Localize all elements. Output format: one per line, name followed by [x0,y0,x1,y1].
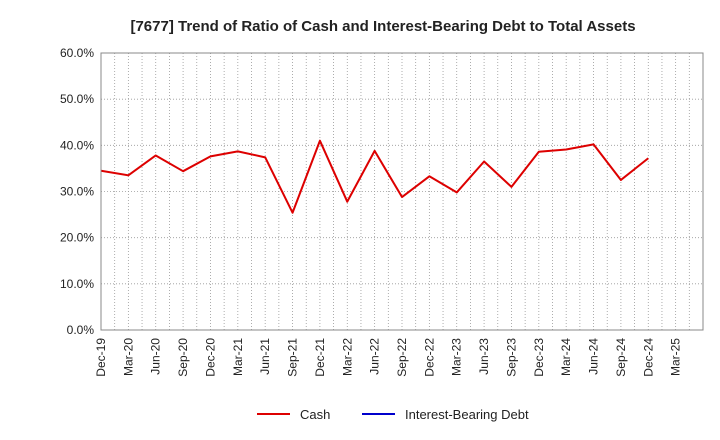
x-tick-label: Jun-24 [587,338,601,375]
x-tick-label: Sep-24 [614,338,628,377]
series-lines [100,139,649,214]
plot-area [100,52,704,331]
x-tick-label: Mar-22 [340,338,354,376]
x-tick-label: Mar-24 [559,338,573,376]
x-tick-label: Jun-22 [368,338,382,375]
x-tick-label: Jun-21 [258,338,272,375]
x-tick-label: Jun-23 [477,338,491,375]
x-tick-label: Dec-19 [94,338,108,377]
x-tick-label: Mar-20 [121,338,135,376]
x-tick-label: Sep-20 [176,338,190,377]
x-tick-label: Jun-20 [149,338,163,375]
x-tick-label: Sep-22 [395,338,409,377]
x-tick-label: Dec-22 [422,338,436,377]
series-line-cash [100,139,649,214]
x-tick-label: Mar-21 [231,338,245,376]
x-tick-label: Mar-23 [450,338,464,376]
x-axis-ticks: Dec-19 Mar-20 Jun-20 Sep-20 Dec-20 Mar-21 Jun-… [94,338,683,377]
x-tick-label: Mar-25 [669,338,683,376]
y-axis-ticks: 0.0% 10.0% 20.0% 30.0% 40.0% 50.0% 60.0% [60,46,94,337]
x-tick-label: Sep-21 [286,338,300,377]
legend-label: Cash [300,407,330,422]
y-tick-label: 60.0% [60,46,94,60]
y-tick-label: 40.0% [60,138,94,152]
y-tick-label: 50.0% [60,92,94,106]
y-tick-label: 0.0% [67,323,95,337]
x-tick-label: Dec-21 [313,338,327,377]
x-tick-label: Dec-20 [203,338,217,377]
y-tick-label: 20.0% [60,231,94,245]
x-tick-label: Dec-23 [532,338,546,377]
y-tick-label: 30.0% [60,185,94,199]
x-tick-label: Sep-23 [504,338,518,377]
legend-label: Interest-Bearing Debt [405,407,529,422]
legend: Cash Interest-Bearing Debt [257,407,529,422]
y-tick-label: 10.0% [60,277,94,291]
chart-title: [7677] Trend of Ratio of Cash and Intere… [130,18,635,35]
x-tick-label: Dec-24 [641,338,655,377]
grid [101,53,703,330]
